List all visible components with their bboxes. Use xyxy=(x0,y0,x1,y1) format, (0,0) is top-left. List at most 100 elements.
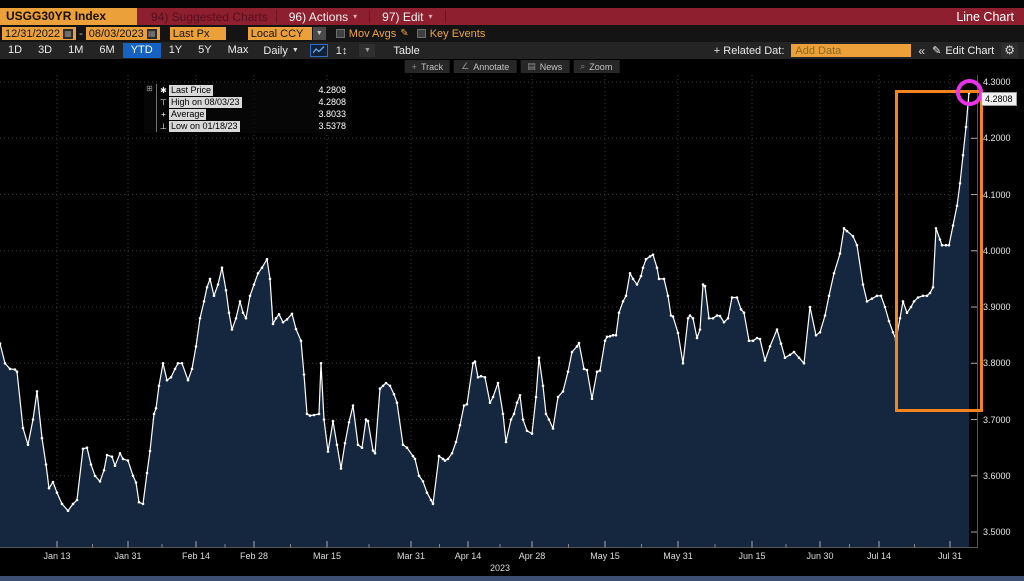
frequency-label: Daily xyxy=(263,44,288,57)
range-button-max[interactable]: Max xyxy=(227,44,249,56)
pencil-icon[interactable]: ✎ xyxy=(400,28,409,39)
gear-icon[interactable]: ⚙ xyxy=(1001,43,1018,58)
start-date-field[interactable]: 12/31/2022 ▦ xyxy=(2,27,77,40)
menu-band: 94) Suggested Charts 96) Actions ▾ 97) E… xyxy=(137,8,1024,25)
annotate-icon: ∠ xyxy=(461,61,470,71)
price-field-select[interactable]: Last Px xyxy=(169,27,226,40)
y-axis-label: 3.9000 xyxy=(983,302,1011,313)
currency-dropdown-button[interactable]: ▼ xyxy=(312,27,326,40)
chevron-down-icon: ▾ xyxy=(353,12,358,21)
x-axis-label: Apr 28 xyxy=(518,551,546,561)
legend-value: 4.2808 xyxy=(318,97,346,107)
annotation-rectangle[interactable] xyxy=(895,90,983,412)
cropped-top-row xyxy=(0,0,1024,8)
news-icon: ▤ xyxy=(527,61,536,71)
magnifier-icon: ⌕ xyxy=(580,61,586,71)
edit-label: 97) Edit xyxy=(382,9,424,24)
edit-menu-button[interactable]: 97) Edit ▾ xyxy=(372,10,442,24)
security-ticker[interactable]: USGG30YR Index xyxy=(0,8,137,25)
divider xyxy=(275,10,277,23)
edit-chart-label: Edit Chart xyxy=(945,44,995,57)
range-button-1y[interactable]: 1Y xyxy=(168,44,183,56)
table-button[interactable]: Table xyxy=(393,44,420,57)
related-data-label[interactable]: + Related Dat: xyxy=(713,44,785,57)
x-axis-year-label: 2023 xyxy=(489,563,511,573)
y-axis-label: 4.1000 xyxy=(983,189,1011,200)
x-axis-label: Mar 31 xyxy=(396,551,425,561)
news-button[interactable]: ▤ News xyxy=(520,60,570,73)
x-axis-label: Jul 14 xyxy=(866,551,892,561)
news-label: News xyxy=(539,61,563,72)
legend-label: Low on 01/18/23 xyxy=(169,120,240,132)
x-axis-label: Jun 30 xyxy=(806,551,834,561)
chart-legend[interactable]: ⊞ ✱ Last Price 4.2808 ⊤ High on 08/03/23 4.28… xyxy=(144,83,348,133)
legend-row-0: ✱ Last Price 4.2808 xyxy=(158,84,346,96)
calendar-icon[interactable]: ▦ xyxy=(146,28,157,39)
annotate-label: Annotate xyxy=(473,61,510,72)
range-button-1m[interactable]: 1M xyxy=(68,44,84,56)
axis-sort-icon[interactable]: 1↕ xyxy=(335,44,348,57)
pencil-icon: ✎ xyxy=(932,45,942,57)
currency-select[interactable]: Local CCY xyxy=(247,27,312,40)
mov-avgs-label[interactable]: Mov Avgs xyxy=(348,27,397,40)
track-button[interactable]: + Track xyxy=(404,60,451,73)
x-axis-label: Jun 15 xyxy=(738,551,766,561)
track-icon: + xyxy=(411,61,417,72)
calendar-icon[interactable]: ▦ xyxy=(63,28,74,39)
actions-label: 96) Actions xyxy=(288,9,349,24)
y-axis-label: 3.7000 xyxy=(983,414,1011,425)
x-axis-label: May 15 xyxy=(590,551,620,561)
legend-rows: ✱ Last Price 4.2808 ⊤ High on 08/03/23 4.2808… xyxy=(156,84,346,132)
y-axis-label: 4.2000 xyxy=(983,133,1011,144)
edit-chart-button[interactable]: ✎ Edit Chart xyxy=(932,44,995,58)
x-axis-label: Jul 31 xyxy=(937,551,963,561)
end-date-value: 08/03/2023 xyxy=(88,27,144,40)
legend-label: Average xyxy=(169,108,207,120)
x-axis-label: Mar 15 xyxy=(312,551,341,561)
x-axis-label: Jan 13 xyxy=(43,551,71,561)
range-button-1d[interactable]: 1D xyxy=(8,44,23,56)
legend-marker-icon: ✱ xyxy=(160,85,167,95)
range-button-6m[interactable]: 6M xyxy=(99,44,115,56)
chevron-down-icon: ▾ xyxy=(428,12,433,21)
range-button-5y[interactable]: 5Y xyxy=(198,44,212,56)
annotation-circle[interactable] xyxy=(955,79,983,107)
mov-avgs-checkbox[interactable] xyxy=(335,29,345,38)
view-title: Line Chart xyxy=(956,9,1014,24)
legend-expander-icon[interactable]: ⊞ xyxy=(146,84,153,93)
y-axis-label: 3.6000 xyxy=(983,470,1011,481)
chart-toolbar: + Track ∠ Annotate ▤ News ⌕ Zoom xyxy=(404,60,620,73)
add-data-input[interactable] xyxy=(791,44,912,57)
legend-label: Last Price xyxy=(169,84,214,96)
more-options-dropdown[interactable]: ▼ xyxy=(359,44,376,57)
start-date-value: 12/31/2022 xyxy=(5,27,61,40)
y-axis-label: 3.5000 xyxy=(983,527,1011,538)
legend-row-1: ⊤ High on 08/03/23 4.2808 xyxy=(158,96,346,108)
legend-value: 4.2808 xyxy=(318,85,346,95)
line-glyph xyxy=(312,46,325,54)
end-date-field[interactable]: 08/03/2023 ▦ xyxy=(85,27,160,40)
x-axis-label: Jan 31 xyxy=(114,551,142,561)
key-events-checkbox[interactable] xyxy=(416,29,426,38)
key-events-label[interactable]: Key Events xyxy=(429,27,486,40)
y-axis-label: 4.3000 xyxy=(983,77,1011,88)
frequency-select[interactable]: Daily ▼ xyxy=(256,45,305,57)
actions-menu-button[interactable]: 96) Actions ▾ xyxy=(279,10,367,24)
zoom-label: Zoom xyxy=(589,61,613,72)
range-toolbar: 1D 3D 1M 6M YTD 1Y 5Y Max Daily ▼ 1↕ ▼ Table + … xyxy=(0,42,1024,59)
date-range-separator: - xyxy=(79,27,83,40)
range-button-3d[interactable]: 3D xyxy=(38,44,53,56)
legend-row-2: + Average 3.8033 xyxy=(158,108,346,120)
y-axis-label: 3.8000 xyxy=(983,358,1011,369)
annotate-button[interactable]: ∠ Annotate xyxy=(454,60,517,73)
price-line-chart[interactable] xyxy=(0,75,978,548)
chart-type-line-icon[interactable] xyxy=(309,44,328,57)
collapse-panel-button[interactable]: « xyxy=(918,43,926,58)
suggested-charts-button[interactable]: 94) Suggested Charts xyxy=(151,9,268,24)
zoom-button[interactable]: ⌕ Zoom xyxy=(573,60,620,73)
legend-value: 3.8033 xyxy=(318,109,346,119)
chart-area: + Track ∠ Annotate ▤ News ⌕ Zoom ⊞ ✱ Last… xyxy=(0,59,1024,576)
range-button-ytd[interactable]: YTD xyxy=(122,43,161,58)
divider xyxy=(444,10,446,23)
